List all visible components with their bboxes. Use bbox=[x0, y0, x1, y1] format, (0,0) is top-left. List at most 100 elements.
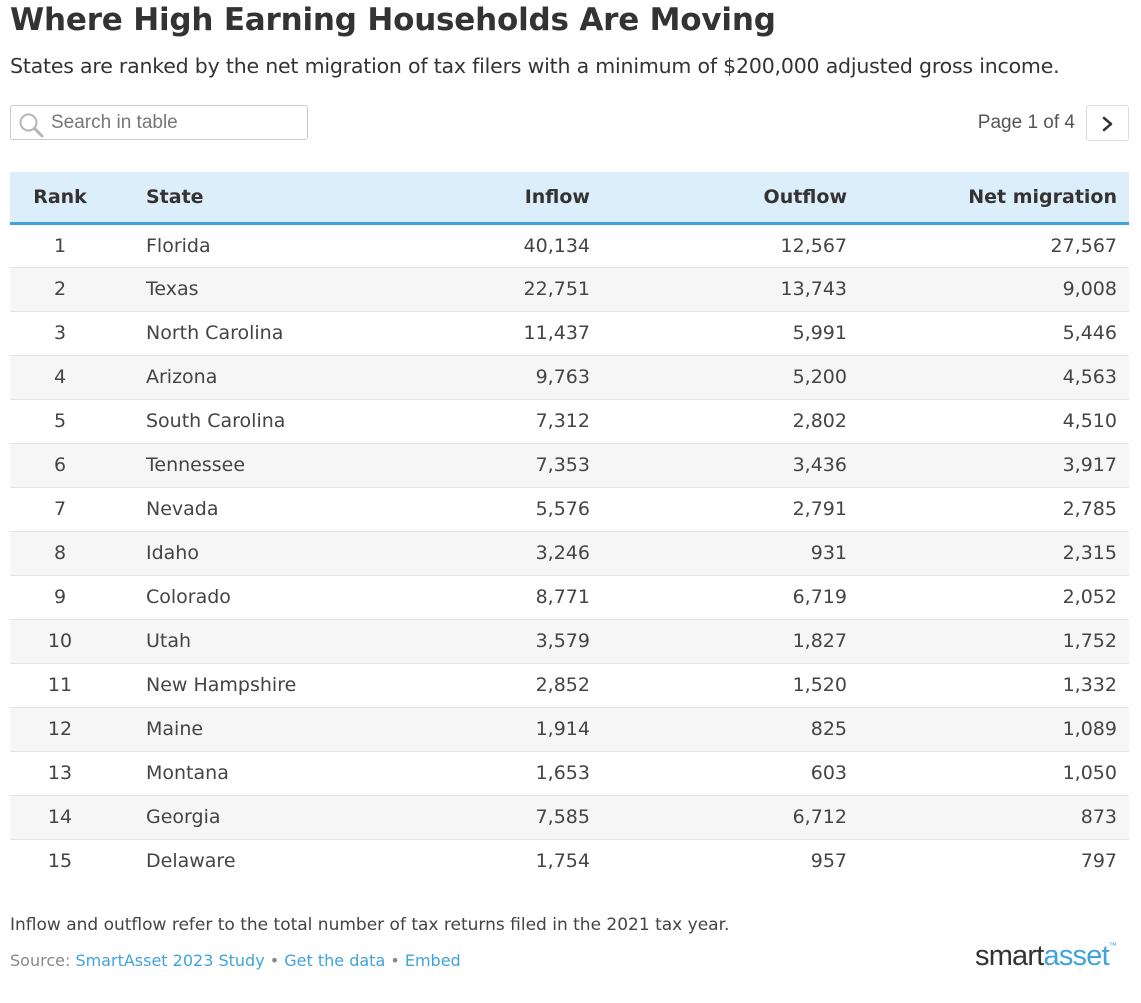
state-cell: Nevada bbox=[110, 487, 310, 532]
net-migration-cell: 4,563 bbox=[847, 355, 1129, 400]
state-cell: North Carolina bbox=[110, 311, 310, 356]
rank-cell: 4 bbox=[10, 355, 110, 400]
table-row: 15 Delaware 1,754 957 797 bbox=[10, 839, 1129, 883]
rank-cell: 12 bbox=[10, 707, 110, 752]
net-migration-cell: 2,052 bbox=[847, 575, 1129, 620]
table-row: 11 New Hampshire 2,852 1,520 1,332 bbox=[10, 663, 1129, 708]
state-cell: Texas bbox=[110, 267, 310, 312]
source-link[interactable]: SmartAsset 2023 Study bbox=[75, 951, 265, 970]
embed-link[interactable]: Embed bbox=[404, 951, 461, 970]
column-header-state[interactable]: State bbox=[110, 172, 310, 225]
search-box[interactable] bbox=[10, 105, 308, 140]
table-row: 10 Utah 3,579 1,827 1,752 bbox=[10, 619, 1129, 664]
net-migration-cell: 3,917 bbox=[847, 443, 1129, 488]
footnote: Inflow and outflow refer to the total nu… bbox=[10, 915, 730, 935]
state-cell: Arizona bbox=[110, 355, 310, 400]
rank-cell: 11 bbox=[10, 663, 110, 708]
table-row: 1 Florida 40,134 12,567 27,567 bbox=[10, 223, 1129, 268]
source-prefix: Source: bbox=[10, 951, 76, 970]
net-migration-cell: 27,567 bbox=[847, 223, 1129, 268]
table-body: 1 Florida 40,134 12,567 27,567 2 Texas 22,751 13… bbox=[10, 223, 1129, 883]
inflow-cell: 11,437 bbox=[310, 311, 590, 356]
search-input[interactable] bbox=[51, 109, 301, 136]
table-row: 4 Arizona 9,763 5,200 4,563 bbox=[10, 355, 1129, 400]
net-migration-cell: 2,315 bbox=[847, 531, 1129, 576]
state-cell: Colorado bbox=[110, 575, 310, 620]
state-cell: Delaware bbox=[146, 850, 236, 873]
rank-cell: 15 bbox=[47, 850, 73, 873]
column-header-net-migration[interactable]: Net migration bbox=[847, 172, 1129, 225]
rank-cell: 1 bbox=[10, 223, 110, 268]
net-migration-cell: 2,785 bbox=[847, 487, 1129, 532]
rank-cell: 9 bbox=[10, 575, 110, 620]
table-row: 8 Idaho 3,246 931 2,315 bbox=[10, 531, 1129, 576]
outflow-cell: 6,719 bbox=[590, 575, 847, 620]
inflow-cell: 22,751 bbox=[310, 267, 590, 312]
pagination-label: Page 1 of 4 bbox=[977, 112, 1075, 133]
column-header-rank[interactable]: Rank bbox=[10, 172, 110, 225]
table-header-row: Rank State Inflow Outflow Net migration bbox=[10, 172, 1129, 225]
rank-cell: 6 bbox=[10, 443, 110, 488]
inflow-cell: 7,353 bbox=[310, 443, 590, 488]
outflow-cell: 825 bbox=[590, 707, 847, 752]
table-row: 12 Maine 1,914 825 1,089 bbox=[10, 707, 1129, 752]
table-row: 3 North Carolina 11,437 5,991 5,446 bbox=[10, 311, 1129, 356]
outflow-cell: 5,991 bbox=[590, 311, 847, 356]
logo-trademark: ™ bbox=[1108, 941, 1117, 951]
outflow-cell: 2,802 bbox=[590, 399, 847, 444]
net-migration-cell: 4,510 bbox=[847, 399, 1129, 444]
inflow-cell: 40,134 bbox=[310, 223, 590, 268]
net-migration-cell: 1,050 bbox=[847, 751, 1129, 796]
search-icon bbox=[19, 113, 44, 138]
net-migration-cell: 1,752 bbox=[847, 619, 1129, 664]
outflow-cell: 603 bbox=[590, 751, 847, 796]
state-cell: Utah bbox=[110, 619, 310, 664]
page-title: Where High Earning Households Are Moving bbox=[10, 2, 776, 38]
logo-smart: smart bbox=[975, 940, 1044, 972]
inflow-cell: 7,312 bbox=[310, 399, 590, 444]
inflow-cell: 5,576 bbox=[310, 487, 590, 532]
inflow-cell: 3,246 bbox=[310, 531, 590, 576]
rank-cell: 3 bbox=[10, 311, 110, 356]
outflow-cell: 6,712 bbox=[590, 795, 847, 840]
chevron-right-icon bbox=[1102, 116, 1113, 132]
rank-cell: 13 bbox=[10, 751, 110, 796]
smartasset-logo: smartasset™ bbox=[975, 940, 1117, 973]
column-header-inflow[interactable]: Inflow bbox=[310, 172, 590, 225]
outflow-cell: 13,743 bbox=[590, 267, 847, 312]
table-row: 7 Nevada 5,576 2,791 2,785 bbox=[10, 487, 1129, 532]
inflow-cell: 8,771 bbox=[310, 575, 590, 620]
rank-cell: 10 bbox=[10, 619, 110, 664]
next-page-button[interactable] bbox=[1086, 105, 1129, 141]
rank-cell: 2 bbox=[10, 267, 110, 312]
inflow-cell: 9,763 bbox=[310, 355, 590, 400]
net-migration-cell: 5,446 bbox=[847, 311, 1129, 356]
outflow-cell: 1,520 bbox=[590, 663, 847, 708]
state-cell: Idaho bbox=[110, 531, 310, 576]
column-header-outflow[interactable]: Outflow bbox=[590, 172, 847, 225]
net-migration-cell: 873 bbox=[847, 795, 1129, 840]
state-cell: South Carolina bbox=[110, 399, 310, 444]
inflow-cell: 1,754 bbox=[535, 850, 590, 873]
inflow-cell: 3,579 bbox=[310, 619, 590, 664]
outflow-cell: 3,436 bbox=[590, 443, 847, 488]
inflow-cell: 7,585 bbox=[310, 795, 590, 840]
net-migration-cell: 9,008 bbox=[847, 267, 1129, 312]
table-row: 6 Tennessee 7,353 3,436 3,917 bbox=[10, 443, 1129, 488]
outflow-cell: 12,567 bbox=[590, 223, 847, 268]
outflow-cell: 931 bbox=[590, 531, 847, 576]
source-line: Source: SmartAsset 2023 Study • Get the … bbox=[10, 951, 461, 970]
state-cell: Maine bbox=[110, 707, 310, 752]
net-migration-cell: 797 bbox=[1080, 850, 1117, 873]
table-row: 9 Colorado 8,771 6,719 2,052 bbox=[10, 575, 1129, 620]
outflow-cell: 1,827 bbox=[590, 619, 847, 664]
net-migration-cell: 1,089 bbox=[847, 707, 1129, 752]
inflow-cell: 2,852 bbox=[310, 663, 590, 708]
state-cell: New Hampshire bbox=[110, 663, 310, 708]
table-row: 5 South Carolina 7,312 2,802 4,510 bbox=[10, 399, 1129, 444]
get-data-link[interactable]: Get the data bbox=[284, 951, 386, 970]
state-cell: Florida bbox=[110, 223, 310, 268]
inflow-cell: 1,914 bbox=[310, 707, 590, 752]
page-subtitle: States are ranked by the net migration o… bbox=[10, 54, 1060, 78]
